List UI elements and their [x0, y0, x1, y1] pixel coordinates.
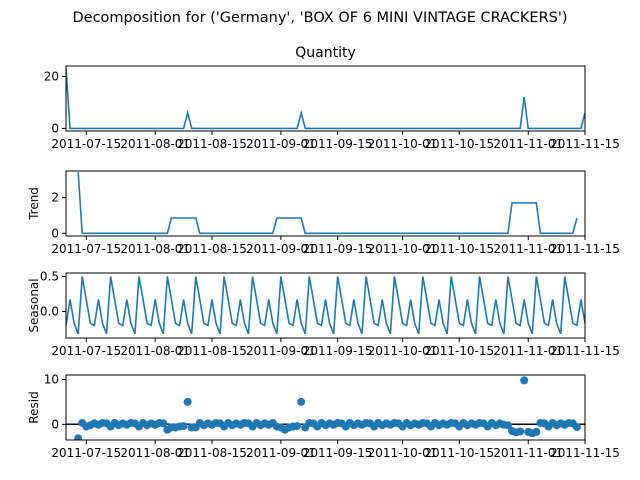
- axes-frame: [65, 65, 586, 132]
- x-tick-label: 2011-07-15: [51, 446, 121, 460]
- x-tick-label: 2011-10-15: [424, 446, 494, 460]
- panel-data: [66, 276, 585, 335]
- x-tick-label: 2011-09-01: [246, 137, 316, 151]
- series-line: [66, 68, 585, 130]
- resid-point: [74, 434, 83, 440]
- x-tick-label: 2011-09-15: [303, 242, 373, 256]
- x-tick-label: 2011-08-15: [177, 344, 247, 358]
- x-tick-label: 2011-10-01: [368, 137, 438, 151]
- x-tick-label: 2011-08-15: [177, 137, 247, 151]
- resid-point: [297, 397, 306, 406]
- x-tick-label: 2011-11-15: [550, 242, 620, 256]
- x-tick-label: 2011-08-01: [120, 242, 190, 256]
- x-tick-label: 2011-07-15: [51, 137, 121, 151]
- x-tick-label: 2011-10-15: [424, 344, 494, 358]
- panel-data: [77, 172, 578, 235]
- y-tick-label: 0.5: [40, 269, 59, 283]
- y-axis-label: Resid: [27, 391, 41, 423]
- resid-point: [532, 427, 541, 436]
- x-tick-label: 2011-09-01: [246, 344, 316, 358]
- resid-point: [159, 419, 168, 428]
- resid-point: [179, 422, 188, 431]
- x-tick-label: 2011-10-01: [368, 344, 438, 358]
- x-tick-label: 2011-11-01: [493, 137, 563, 151]
- x-tick-label: 2011-11-01: [493, 446, 563, 460]
- y-tick-label: 0: [51, 417, 59, 431]
- y-tick-label: 2: [51, 191, 59, 205]
- x-tick-label: 2011-10-01: [368, 446, 438, 460]
- resid-point: [293, 422, 302, 431]
- x-tick-label: 2011-10-01: [368, 242, 438, 256]
- y-axis-label: Trend: [27, 187, 41, 221]
- x-tick-label: 2011-11-01: [493, 344, 563, 358]
- y-tick-label: 10: [44, 372, 59, 386]
- x-tick-label: 2011-07-15: [51, 242, 121, 256]
- x-tick-label: 2011-07-15: [51, 344, 121, 358]
- x-tick-label: 2011-11-01: [493, 242, 563, 256]
- resid-point: [520, 376, 529, 385]
- x-tick-label: 2011-10-15: [424, 137, 494, 151]
- x-tick-label: 2011-10-15: [424, 242, 494, 256]
- axes-frame: [65, 170, 586, 237]
- figure-suptitle: Decomposition for ('Germany', 'BOX OF 6 …: [73, 10, 568, 26]
- axes-frame: [65, 374, 586, 441]
- seasonal-line: [66, 276, 585, 335]
- x-tick-label: 2011-08-01: [120, 137, 190, 151]
- x-tick-label: 2011-08-01: [120, 446, 190, 460]
- x-tick-label: 2011-09-15: [303, 137, 373, 151]
- x-tick-label: 2011-09-01: [246, 242, 316, 256]
- resid-point: [503, 421, 512, 430]
- y-axis-label: Seasonal: [27, 278, 41, 332]
- x-tick-label: 2011-11-15: [550, 446, 620, 460]
- panel-1: Quantity 0 20 2011-07-15 2011-08-012011-08-1…: [44, 45, 620, 151]
- x-tick-label: 2011-08-01: [120, 344, 190, 358]
- x-tick-label: 2011-08-15: [177, 446, 247, 460]
- axes-frame: [65, 272, 586, 339]
- panel-data: [66, 376, 585, 440]
- x-tick-label: 2011-09-01: [246, 446, 316, 460]
- y-tick-label: 0: [51, 226, 59, 240]
- series-line: [77, 172, 578, 235]
- panel-title: Quantity: [295, 45, 356, 61]
- x-tick-label: 2011-09-15: [303, 446, 373, 460]
- y-tick-label: 20: [44, 69, 59, 83]
- y-tick-label: 0.0: [40, 304, 59, 318]
- x-tick-label: 2011-11-15: [550, 344, 620, 358]
- resid-point: [183, 397, 192, 406]
- resid-point: [572, 423, 581, 431]
- x-tick-label: 2011-11-15: [550, 137, 620, 151]
- y-tick-label: 0: [51, 121, 59, 135]
- x-tick-label: 2011-09-15: [303, 344, 373, 358]
- panel-data: [66, 68, 585, 130]
- resid-point: [516, 427, 525, 436]
- x-tick-label: 2011-08-15: [177, 242, 247, 256]
